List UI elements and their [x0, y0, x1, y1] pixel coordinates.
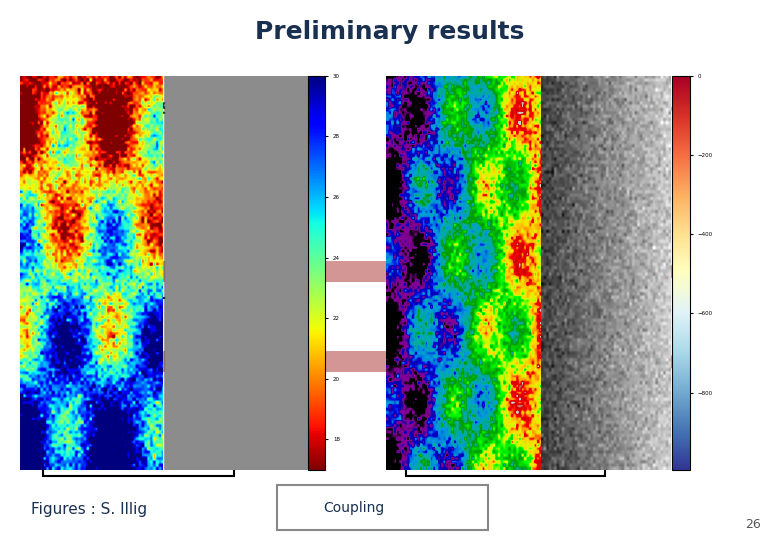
FancyBboxPatch shape — [277, 485, 488, 530]
Polygon shape — [659, 254, 679, 289]
Bar — [421, 498, 460, 517]
Polygon shape — [659, 344, 679, 380]
Text: WRF : 1 - Solar heat flux (W/m2): WRF : 1 - Solar heat flux (W/m2) — [395, 103, 673, 117]
Polygon shape — [460, 492, 480, 523]
Bar — [406, 298, 604, 476]
Text: Coupling: Coupling — [324, 501, 385, 515]
Text: Preliminary results: Preliminary results — [255, 21, 525, 44]
Polygon shape — [31, 344, 51, 380]
Polygon shape — [31, 254, 51, 289]
Text: ROMS: SST (°C): ROMS: SST (°C) — [98, 103, 230, 117]
Text: 26: 26 — [745, 518, 760, 531]
Text: Figures : S. Illig: Figures : S. Illig — [31, 502, 147, 517]
Text: 1/6°: 1/6° — [437, 213, 477, 231]
Text: 1/12°: 1/12° — [55, 208, 108, 226]
Bar — [51, 352, 659, 372]
Text: 1/36°: 1/36° — [43, 403, 96, 421]
Bar — [51, 261, 659, 282]
Bar — [43, 298, 234, 476]
Text: 1/18°: 1/18° — [433, 403, 486, 421]
Polygon shape — [402, 492, 421, 523]
